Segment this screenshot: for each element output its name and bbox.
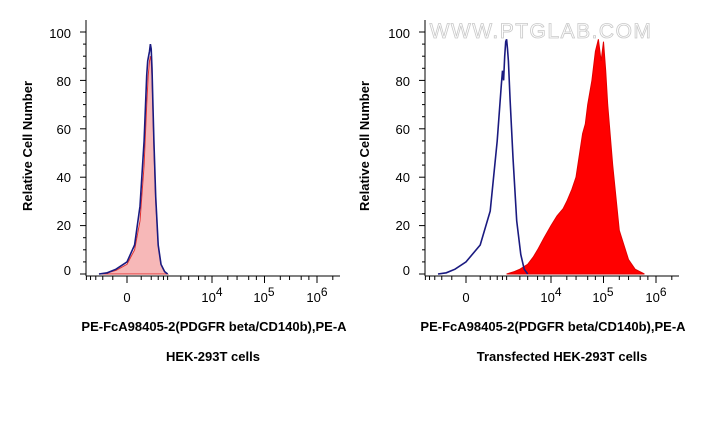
x-tick-label-2-1e6: 106 xyxy=(645,285,666,305)
x-tick-label-1-1e4: 104 xyxy=(201,285,222,305)
panel-subtitle-2: Transfected HEK-293T cells xyxy=(477,349,648,364)
x-tick-label-1-1e6: 106 xyxy=(306,285,327,305)
y-tick-label-1-100: 100 xyxy=(49,26,71,41)
x-tick-label-1-0: 0 xyxy=(123,290,130,305)
y-axis-title-1: Relative Cell Number xyxy=(20,81,35,211)
plot-2-axes xyxy=(419,20,679,283)
y-tick-label-2-0: 0 xyxy=(403,263,410,278)
x-tick-label-1-1e5: 105 xyxy=(253,285,274,305)
histogram-fill-2-1 xyxy=(506,39,645,275)
plot-2-marks xyxy=(437,39,645,275)
y-axis-title-2: Relative Cell Number xyxy=(357,81,372,211)
x-axis-title-2: PE-FcA98405-2(PDGFR beta/CD140b),PE-A xyxy=(420,319,686,334)
histogram-line-2-2 xyxy=(437,39,529,275)
x-tick-label-2-0: 0 xyxy=(462,290,469,305)
y-tick-label-2-100: 100 xyxy=(388,26,410,41)
y-tick-label-1-20: 20 xyxy=(57,218,71,233)
plot-1-axes xyxy=(80,20,340,283)
y-tick-label-1-0: 0 xyxy=(64,263,71,278)
watermark: WWW.PTGLAB.COM xyxy=(430,20,653,43)
x-tick-label-2-1e5: 105 xyxy=(592,285,613,305)
y-tick-label-2-80: 80 xyxy=(396,74,410,89)
x-axis-title-1: PE-FcA98405-2(PDGFR beta/CD140b),PE-A xyxy=(81,319,347,334)
y-tick-label-1-40: 40 xyxy=(57,170,71,185)
chart-panel-1: Relative Cell Number 100 80 60 40 20 0 0… xyxy=(20,20,347,364)
plot-1-marks xyxy=(98,43,170,275)
panel-subtitle-1: HEK-293T cells xyxy=(166,349,260,364)
y-tick-label-1-60: 60 xyxy=(57,122,71,137)
y-tick-label-2-60: 60 xyxy=(396,122,410,137)
y-tick-label-2-40: 40 xyxy=(396,170,410,185)
x-tick-label-2-1e4: 104 xyxy=(540,285,561,305)
y-tick-label-2-20: 20 xyxy=(396,218,410,233)
chart-panel-2: Relative Cell Number 100 80 60 40 20 0 0… xyxy=(357,20,686,364)
histogram-line-1-2 xyxy=(98,43,169,275)
y-tick-label-1-80: 80 xyxy=(57,74,71,89)
